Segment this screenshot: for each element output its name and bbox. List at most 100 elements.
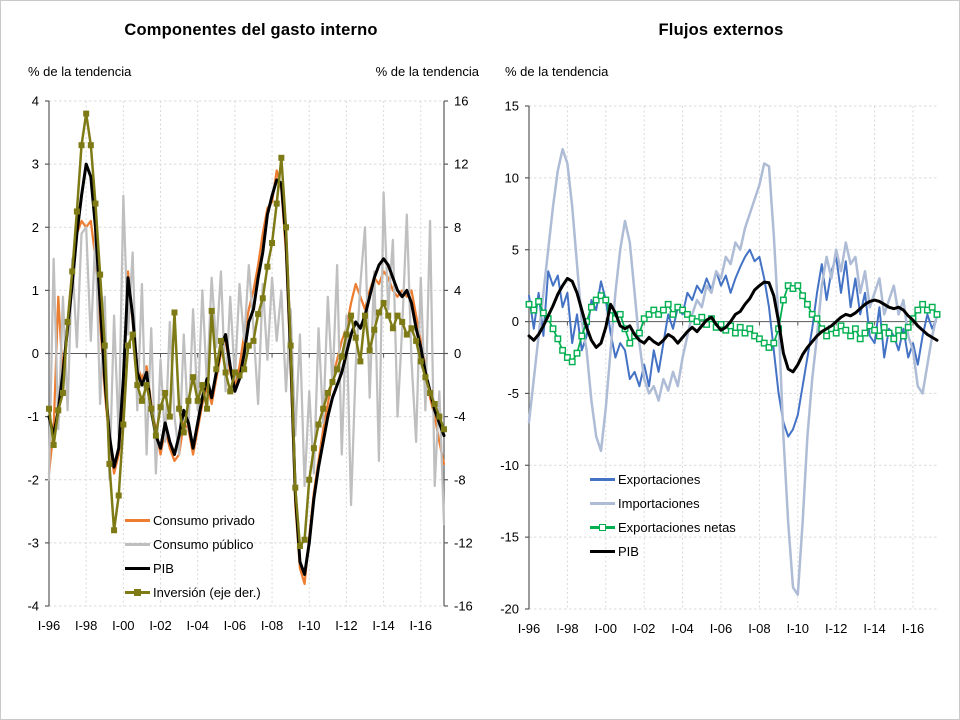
series-marker-inversi-n-eje-der- xyxy=(64,318,71,325)
right-axis-tick-label: 4 xyxy=(454,283,461,298)
left-axis-tick-label: 3 xyxy=(32,157,39,172)
series-marker-exportaciones-netas xyxy=(717,320,725,328)
series-marker-exportaciones-netas xyxy=(928,303,936,311)
series-marker-inversi-n-eje-der- xyxy=(115,492,122,499)
series-consumo-p-blico xyxy=(47,191,446,526)
consumo-privado-line-swatch xyxy=(125,515,150,526)
series-marker-inversi-n-eje-der- xyxy=(292,484,299,491)
x-axis-tick-label: I-14 xyxy=(372,618,394,633)
series-marker-exportaciones-netas xyxy=(530,306,538,314)
series-marker-inversi-n-eje-der- xyxy=(362,312,368,319)
series-marker-inversi-n-eje-der- xyxy=(176,405,183,412)
series-marker-exportaciones-netas xyxy=(842,326,850,334)
series-marker-inversi-n-eje-der- xyxy=(73,208,80,215)
series-marker-exportaciones-netas xyxy=(847,332,855,340)
left-axis-unit-label: % de la tendencia xyxy=(505,64,609,79)
legend-external: Exportaciones Importaciones Exportacione… xyxy=(590,467,736,563)
x-axis-tick-label: I-14 xyxy=(863,621,885,636)
series-marker-exportaciones-netas xyxy=(832,329,840,337)
series-marker-exportaciones-netas xyxy=(664,300,672,308)
series-marker-inversi-n-eje-der- xyxy=(236,372,243,379)
series-marker-inversi-n-eje-der- xyxy=(208,307,215,314)
series-marker-exportaciones-netas xyxy=(899,332,907,340)
x-axis-tick-label: I-98 xyxy=(75,618,97,633)
series-marker-inversi-n-eje-der- xyxy=(427,389,434,396)
series-marker-inversi-n-eje-der- xyxy=(157,404,164,411)
series-marker-inversi-n-eje-der- xyxy=(417,358,424,365)
series-marker-inversi-n-eje-der- xyxy=(320,405,327,412)
right-axis-tick-label: -4 xyxy=(454,409,466,424)
x-axis-tick-label: I-98 xyxy=(556,621,578,636)
legend-item-consumo-privado: Consumo privado xyxy=(125,508,261,532)
series-marker-exportaciones-netas xyxy=(813,315,821,323)
series-marker-inversi-n-eje-der- xyxy=(413,337,420,344)
series-marker-exportaciones-netas xyxy=(578,332,586,340)
legend-label: Consumo privado xyxy=(153,512,255,528)
series-marker-inversi-n-eje-der- xyxy=(343,331,350,338)
series-marker-exportaciones-netas xyxy=(736,323,744,331)
x-axis-tick-label: I-10 xyxy=(787,621,809,636)
left-axis-tick-label: -20 xyxy=(500,602,519,617)
left-axis-tick-label: -15 xyxy=(500,530,519,545)
series-marker-inversi-n-eje-der- xyxy=(264,263,271,270)
x-axis-tick-label: I-16 xyxy=(902,621,924,636)
series-marker-exportaciones-netas xyxy=(880,323,888,331)
external-flows-plot: -20 -15 -10 -5 0 5 10 15 I-96 I-98 I-00 I-02 I-04 I-0… xyxy=(500,99,941,636)
series-marker-inversi-n-eje-der- xyxy=(78,142,85,149)
series-marker-inversi-n-eje-der- xyxy=(329,378,336,385)
series-marker-inversi-n-eje-der- xyxy=(352,334,359,341)
legend-label: Inversión (eje der.) xyxy=(153,584,261,600)
left-axis-tick-label: -3 xyxy=(27,535,39,550)
x-axis-tick-label: I-08 xyxy=(261,618,283,633)
x-axis-tick-label: I-10 xyxy=(298,618,320,633)
series-marker-inversi-n-eje-der- xyxy=(138,397,145,404)
series-marker-inversi-n-eje-der- xyxy=(185,397,192,404)
series-marker-inversi-n-eje-der- xyxy=(111,527,118,534)
pib-line-swatch xyxy=(125,563,150,574)
series-marker-inversi-n-eje-der- xyxy=(217,337,224,344)
right-axis-tick-label: 0 xyxy=(454,346,461,361)
series-marker-inversi-n-eje-der- xyxy=(306,476,313,483)
x-axis-tick-label: I-02 xyxy=(633,621,655,636)
series-marker-exportaciones-netas xyxy=(592,296,600,304)
series-marker-inversi-n-eje-der- xyxy=(441,426,447,433)
series-marker-exportaciones-netas xyxy=(875,332,883,340)
legend-label: Importaciones xyxy=(618,495,700,511)
legend-label: Consumo público xyxy=(153,536,254,552)
series-marker-inversi-n-eje-der- xyxy=(380,300,387,306)
series-marker-exportaciones-netas xyxy=(602,296,610,304)
legend-item-pib: PIB xyxy=(590,539,736,563)
series-marker-inversi-n-eje-der- xyxy=(134,382,141,389)
series-marker-inversi-n-eje-der- xyxy=(348,312,355,319)
series-marker-exportaciones-netas xyxy=(554,335,562,343)
series-marker-inversi-n-eje-der- xyxy=(296,543,303,550)
series-marker-inversi-n-eje-der- xyxy=(375,309,382,316)
left-axis-tick-label: -2 xyxy=(27,472,39,487)
series-exportaciones xyxy=(528,248,938,438)
series-marker-inversi-n-eje-der- xyxy=(241,366,248,373)
series-marker-exportaciones-netas xyxy=(650,306,658,314)
x-axis-tick-label: I-12 xyxy=(335,618,357,633)
series-marker-inversi-n-eje-der- xyxy=(399,318,406,325)
chart-title-domestic: Componentes del gasto interno xyxy=(124,21,378,39)
series-marker-inversi-n-eje-der- xyxy=(394,312,401,319)
series-marker-exportaciones-netas xyxy=(669,310,677,318)
series-marker-exportaciones-netas xyxy=(799,292,807,300)
series-marker-inversi-n-eje-der- xyxy=(231,369,238,376)
series-marker-inversi-n-eje-der- xyxy=(190,374,197,381)
series-consumo-privado xyxy=(47,169,446,586)
series-marker-inversi-n-eje-der- xyxy=(59,389,66,396)
left-axis-tick-label: 1 xyxy=(32,283,39,298)
series-marker-exportaciones-netas xyxy=(861,329,869,337)
series-marker-inversi-n-eje-der- xyxy=(324,389,331,396)
left-axis-tick-label: 4 xyxy=(32,94,39,109)
right-axis-unit-label: % de la tendencia xyxy=(375,64,479,79)
series-marker-exportaciones-netas xyxy=(866,322,874,330)
series-marker-inversi-n-eje-der- xyxy=(403,331,410,338)
x-axis-tick-label: I-08 xyxy=(748,621,770,636)
x-axis-tick-label: I-06 xyxy=(710,621,732,636)
series-marker-inversi-n-eje-der- xyxy=(171,309,178,316)
series-marker-exportaciones-netas xyxy=(904,323,912,331)
x-axis-tick-label: I-00 xyxy=(595,621,617,636)
